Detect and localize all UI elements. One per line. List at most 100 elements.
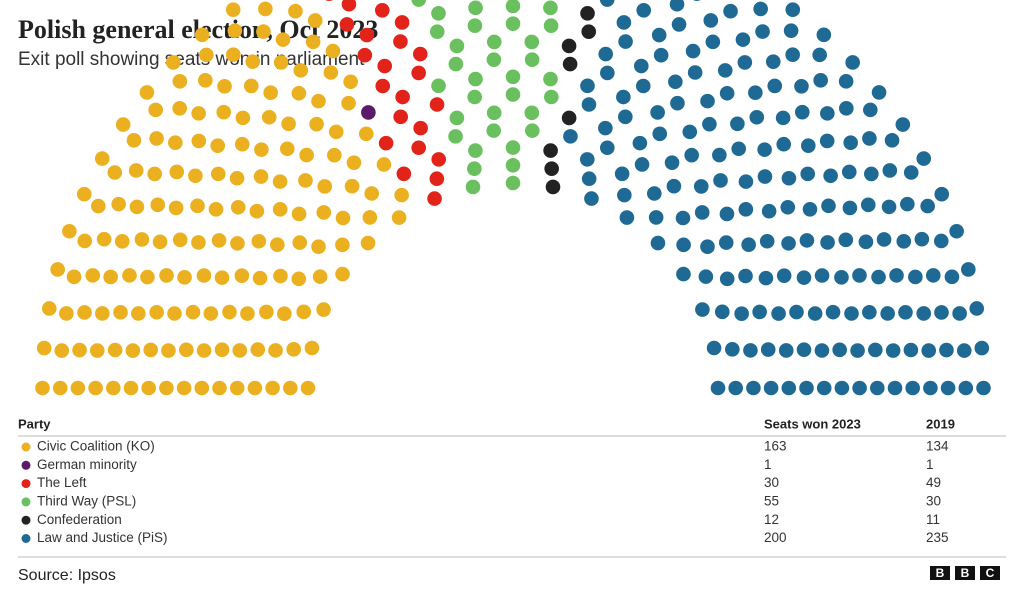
seat	[339, 17, 355, 32]
seat	[265, 380, 280, 396]
seat	[357, 47, 373, 63]
seat	[364, 186, 379, 201]
seat	[916, 151, 932, 166]
seat	[505, 158, 521, 173]
seat	[719, 206, 735, 222]
seat	[304, 340, 320, 356]
logo-box	[980, 566, 1000, 580]
seat	[316, 205, 332, 220]
seat	[838, 74, 854, 89]
seat	[600, 65, 615, 81]
seat	[77, 305, 92, 320]
seat	[796, 270, 812, 285]
seat	[561, 38, 577, 54]
seat	[749, 109, 765, 125]
seat	[214, 342, 230, 357]
seat	[710, 380, 726, 396]
seat	[427, 191, 442, 206]
seat	[748, 85, 763, 101]
seat	[755, 24, 770, 39]
seat	[449, 110, 465, 126]
seat	[312, 269, 328, 284]
seat	[687, 65, 703, 80]
seat	[581, 97, 597, 112]
seat	[431, 152, 447, 167]
seat	[759, 233, 775, 249]
seat	[505, 140, 521, 155]
seat	[66, 269, 82, 285]
seat	[411, 140, 427, 156]
seat	[794, 79, 809, 94]
seat	[107, 342, 123, 358]
seat	[651, 27, 667, 43]
seat	[279, 141, 295, 157]
seat	[167, 306, 182, 321]
seat	[468, 71, 483, 87]
seat	[196, 343, 212, 358]
seat	[486, 123, 502, 138]
seat	[976, 380, 991, 396]
seat	[794, 104, 810, 120]
seat	[952, 306, 967, 321]
seat	[343, 74, 358, 90]
seat	[789, 304, 804, 320]
seat	[916, 306, 931, 321]
seat	[131, 306, 146, 321]
seat	[698, 269, 714, 284]
column-header: 2019	[926, 416, 955, 431]
seat	[411, 0, 427, 7]
seat	[898, 305, 913, 320]
seat	[139, 85, 155, 100]
seat	[900, 196, 915, 212]
seat	[753, 1, 768, 17]
seat	[299, 147, 314, 163]
seat	[666, 178, 682, 194]
seat	[544, 161, 559, 176]
seat	[921, 343, 937, 358]
seat	[524, 52, 540, 67]
seat	[940, 380, 956, 396]
seat	[431, 78, 446, 94]
seat	[524, 34, 540, 50]
seat	[431, 6, 446, 21]
seat	[59, 306, 74, 321]
seat	[776, 268, 792, 283]
seat	[700, 93, 715, 109]
seat	[307, 13, 323, 28]
seat	[524, 123, 540, 138]
seat	[719, 271, 735, 287]
legend-swatch	[21, 534, 31, 543]
seat	[270, 237, 285, 252]
seat	[738, 202, 754, 217]
seat	[816, 380, 832, 396]
seat	[505, 175, 521, 191]
seat	[887, 380, 903, 396]
seat	[563, 129, 578, 144]
seats-2023: 163	[764, 439, 787, 454]
seat	[277, 306, 292, 322]
column-header: Party	[18, 416, 51, 431]
seat	[283, 380, 298, 396]
seat	[62, 223, 77, 239]
seat	[944, 269, 960, 285]
seat	[41, 301, 57, 316]
seat	[775, 110, 791, 126]
seats-2019: 235	[926, 530, 949, 545]
seat	[834, 270, 849, 285]
seat	[359, 27, 375, 43]
seat	[619, 210, 635, 225]
seat	[884, 133, 900, 148]
seat	[190, 198, 205, 214]
seat	[543, 18, 559, 33]
seat	[115, 117, 131, 132]
seat	[712, 147, 727, 163]
seat	[70, 380, 86, 396]
seat	[125, 343, 141, 358]
seat	[227, 23, 243, 38]
seat	[544, 89, 559, 105]
seat	[636, 2, 652, 18]
seat	[394, 187, 409, 203]
seat	[814, 268, 830, 283]
seat	[448, 56, 464, 72]
